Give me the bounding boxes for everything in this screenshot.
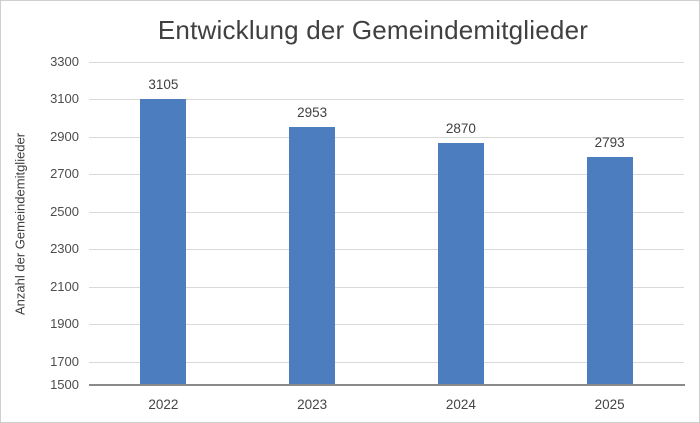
x-tick-label: 2024 [445,397,476,412]
y-tick-label: 2900 [50,128,79,144]
y-axis-title: Anzahl der Gemeindemitglieder [12,132,28,315]
gridline [89,62,684,63]
gridline [89,174,684,176]
gridline [89,361,684,363]
gridline [89,211,684,213]
x-axis-line [89,384,685,386]
gridline [89,99,684,101]
y-tick-label: 2300 [50,241,79,257]
y-tick-label: 2100 [50,278,79,294]
bar-value-label: 2793 [594,134,625,150]
gridline [89,286,684,288]
chart-title: Entwicklung der Gemeindemitglieder [157,15,589,45]
bar-value-label: 3105 [148,76,179,92]
x-tick-label: 2025 [594,397,625,412]
y-tick-label: 2500 [50,203,79,219]
bar [586,156,633,384]
bar [437,142,484,384]
y-tick-label: 2700 [50,166,79,182]
bar [140,98,187,384]
y-tick-label: 1900 [50,316,79,332]
bar-value-label: 2870 [445,120,476,136]
y-tick-label: 3300 [50,54,79,69]
gridline [89,249,684,251]
y-tick-label: 3100 [50,91,79,107]
x-tick-label: 2023 [297,397,328,412]
gridline [89,136,684,138]
x-tick-label: 2022 [148,397,179,412]
y-tick-label: 1500 [50,377,79,392]
bar-value-label: 2953 [297,104,328,120]
bar [289,126,336,384]
y-tick-label: 1700 [50,353,79,369]
gridline [89,324,684,326]
